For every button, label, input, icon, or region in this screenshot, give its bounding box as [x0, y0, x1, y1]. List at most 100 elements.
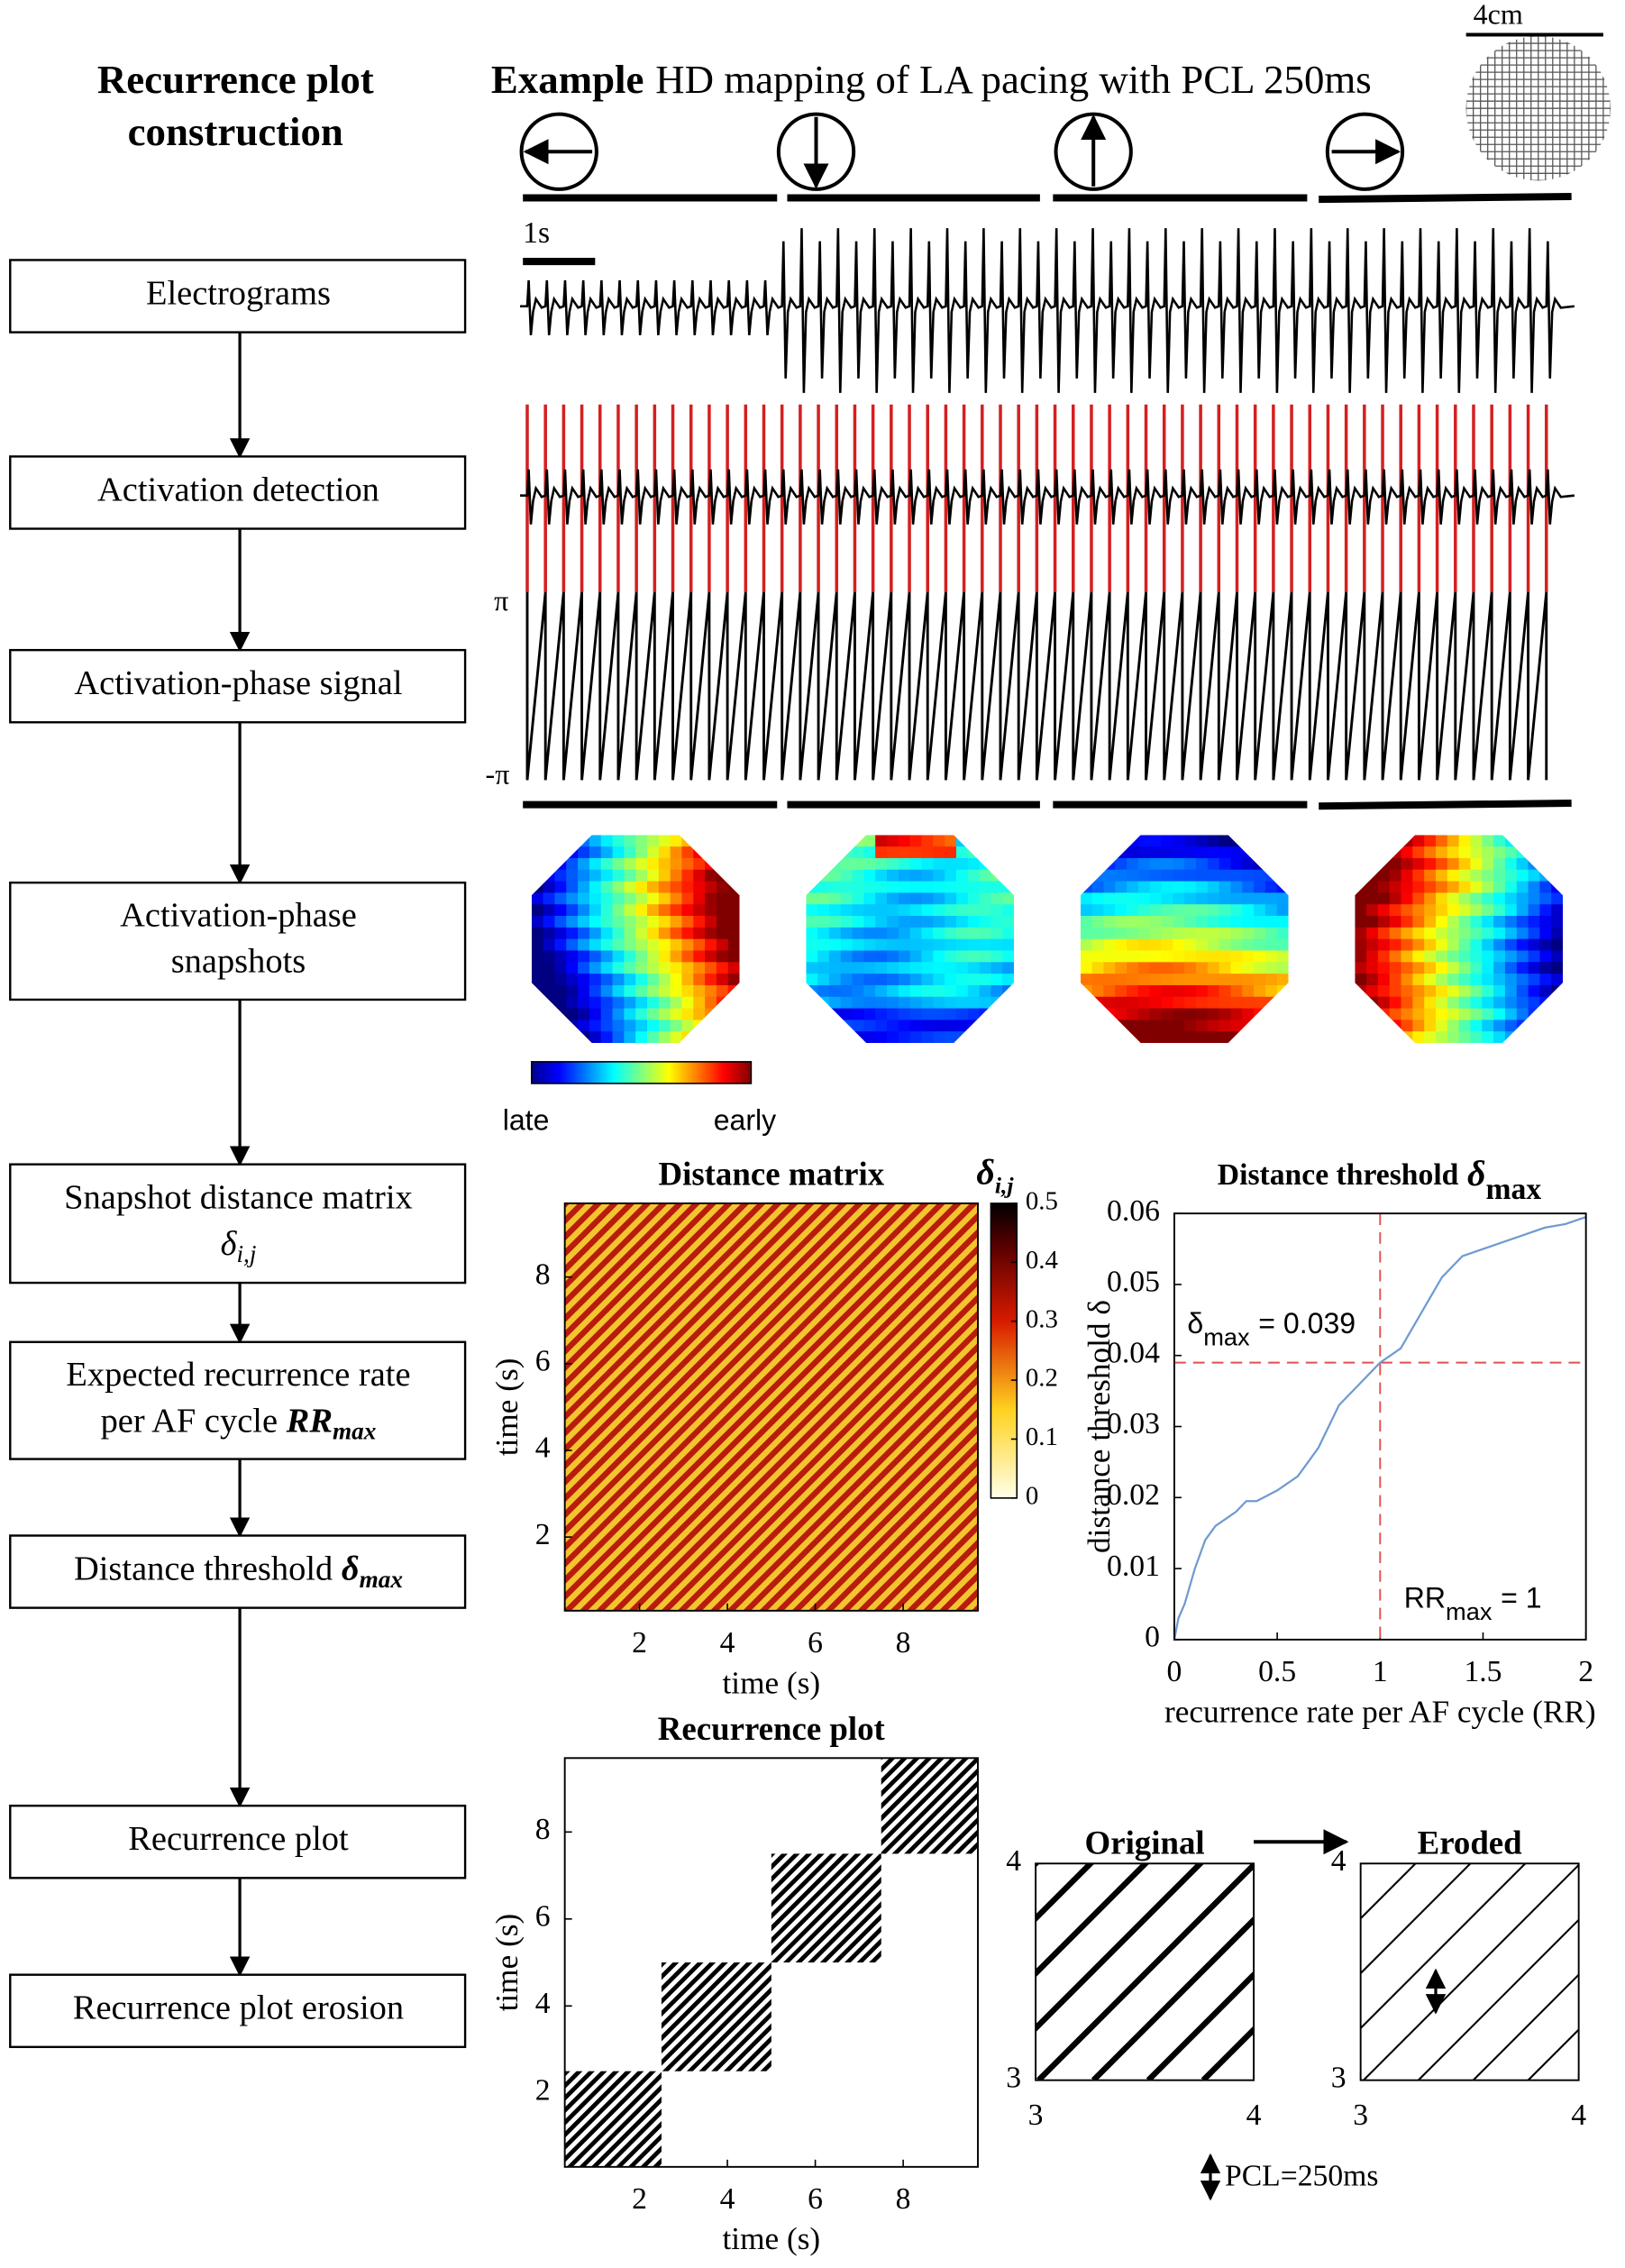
snapshot-cell [967, 1031, 981, 1044]
stripe [1360, 1863, 1472, 1975]
snapshot-cell [863, 1031, 876, 1044]
snapshot-cell [716, 869, 729, 883]
snapshot-cell [1389, 869, 1402, 883]
snapshot-cell [1516, 962, 1529, 974]
snapshot-cell [1516, 984, 1529, 998]
snapshot-cell [1424, 938, 1437, 951]
snapshot-cell [1389, 1020, 1402, 1032]
snapshot-cell [531, 916, 544, 928]
snapshot-cell [1207, 1020, 1220, 1032]
snapshot-cell [1435, 846, 1448, 859]
snapshot-cell [828, 1020, 842, 1032]
snapshot-cell [1242, 857, 1255, 871]
step-label-text: Activation-phase signal [74, 664, 402, 702]
snapshot-cell [840, 974, 854, 986]
x-tick-label: 4 [720, 2182, 735, 2216]
snapshot-cell [945, 950, 957, 963]
snapshot-cell [589, 927, 602, 940]
snapshot-cell [1207, 1008, 1220, 1020]
snapshot-cell [566, 1008, 579, 1020]
snapshot-cell [1103, 904, 1116, 917]
snapshot-cell [1161, 974, 1173, 986]
snapshot-cell [1504, 904, 1518, 917]
snapshot-cell [635, 927, 648, 940]
snapshot-cell [1470, 846, 1483, 859]
snapshot-cell [1264, 869, 1278, 883]
y-tick-label: 4 [1006, 1844, 1021, 1878]
axes-frame [1173, 1212, 1587, 1641]
snapshot-cell [1412, 916, 1425, 928]
snapshot-cell [921, 846, 934, 859]
snapshot-cell [705, 846, 717, 859]
snapshot-cell [1435, 869, 1448, 883]
snapshot-cell [1528, 962, 1540, 974]
snapshot-cell [875, 892, 888, 905]
snapshot-cell [1080, 938, 1093, 951]
x-tick-label: 3 [1353, 2099, 1368, 2132]
snapshot-cell [670, 869, 682, 883]
snapshot-cell [1493, 962, 1506, 974]
snapshot-cell [1366, 962, 1379, 974]
snapshot-cell [955, 938, 969, 951]
snapshot-cell [1254, 1020, 1266, 1032]
snapshot-cell [1161, 950, 1173, 963]
snapshot-cell [1493, 857, 1506, 871]
snapshot-cell [1002, 916, 1015, 928]
snapshot-cell [1149, 927, 1162, 940]
x-tick-label: 4 [1571, 2099, 1586, 2132]
snapshot-cell [658, 996, 671, 1010]
snapshot-cell [647, 857, 660, 871]
snapshot-cell [566, 846, 579, 859]
snapshot-cell [658, 869, 671, 883]
snapshot-cell [1539, 892, 1552, 905]
snapshot-cell [1539, 1031, 1552, 1044]
snapshot-cell [1366, 938, 1379, 951]
snapshot-cell [1412, 869, 1425, 883]
snapshot-cell [1219, 916, 1231, 928]
snapshot-cell [945, 1020, 957, 1032]
snapshot-cell [681, 984, 694, 998]
snapshot-cell [921, 938, 934, 951]
snapshot-cell [693, 835, 706, 847]
snapshot-cell [1195, 1031, 1209, 1044]
snapshot-cell [852, 996, 864, 1010]
step-label-text: Activation-phase [120, 896, 357, 934]
snapshot-cell [681, 916, 694, 928]
snapshot-cell [1447, 881, 1460, 893]
snapshot-cell [1127, 1008, 1139, 1020]
snapshot-cell [705, 1008, 717, 1020]
snapshot-cell [578, 1031, 590, 1044]
snapshot-cell [647, 938, 660, 951]
snapshot-cell [852, 835, 864, 847]
snapshot-cell [1080, 892, 1093, 905]
snapshot-cell [681, 846, 694, 859]
snapshot-cell [543, 916, 555, 928]
snapshot-cell [1184, 950, 1197, 963]
snapshot-cell [1219, 869, 1231, 883]
snapshot-cell [1103, 996, 1116, 1010]
snapshot-cell [887, 857, 899, 871]
step-label-text: Electrograms [146, 274, 331, 312]
y-axis-label: time (s) [489, 1358, 525, 1457]
snapshot-cell [578, 1008, 590, 1020]
snapshot-cell [1377, 974, 1391, 986]
snapshot-cell [727, 892, 740, 905]
snapshot-cell [578, 962, 590, 974]
snapshot-cell [1149, 1020, 1162, 1032]
snapshot-cell [624, 1020, 636, 1032]
snapshot-cell [531, 869, 544, 883]
snapshot-cell [589, 938, 602, 951]
snapshot-cell [624, 974, 636, 986]
snapshot-cell [933, 1020, 945, 1032]
snapshot-cell [1161, 835, 1173, 847]
snapshot-cell [955, 904, 969, 917]
snapshot-cell [1276, 904, 1289, 917]
snapshot-cell [1401, 869, 1413, 883]
snapshot-cell [600, 869, 614, 883]
snapshot-cell [681, 1020, 694, 1032]
snapshot-cell [1401, 996, 1413, 1010]
snapshot-cell [705, 869, 717, 883]
y-tick-label: 2 [535, 2074, 551, 2108]
snapshot-cell [1207, 962, 1220, 974]
snapshot-cell [624, 984, 636, 998]
